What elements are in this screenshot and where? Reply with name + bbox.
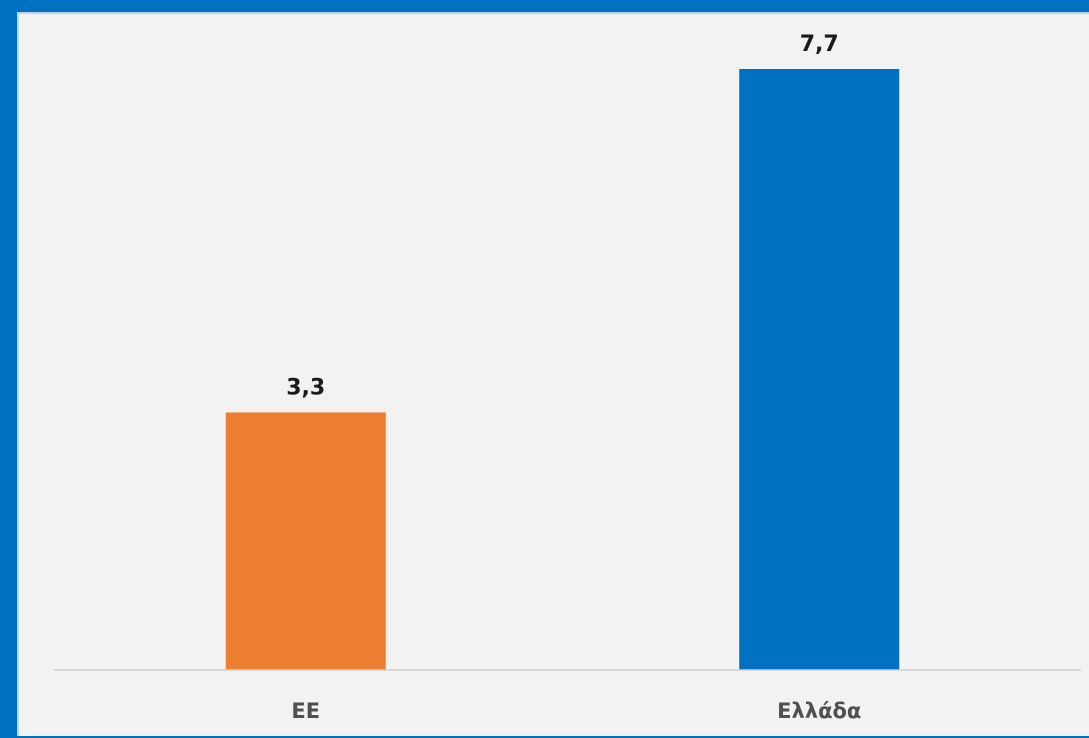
category-label-0: ΕΕ	[291, 699, 320, 723]
chart-panel: 3,3 7,7 ΕΕ Ελλάδα	[17, 12, 1089, 736]
value-labels-layer: 3,3 7,7	[286, 32, 838, 400]
category-label-1: Ελλάδα	[777, 699, 861, 723]
category-labels-layer: ΕΕ Ελλάδα	[291, 699, 861, 723]
value-label-0: 3,3	[286, 375, 325, 400]
value-label-1: 7,7	[800, 32, 839, 57]
bars-layer	[225, 69, 900, 670]
bar-1	[739, 69, 900, 670]
bar-chart: 3,3 7,7 ΕΕ Ελλάδα	[54, 32, 1081, 723]
bar-0	[225, 412, 386, 670]
